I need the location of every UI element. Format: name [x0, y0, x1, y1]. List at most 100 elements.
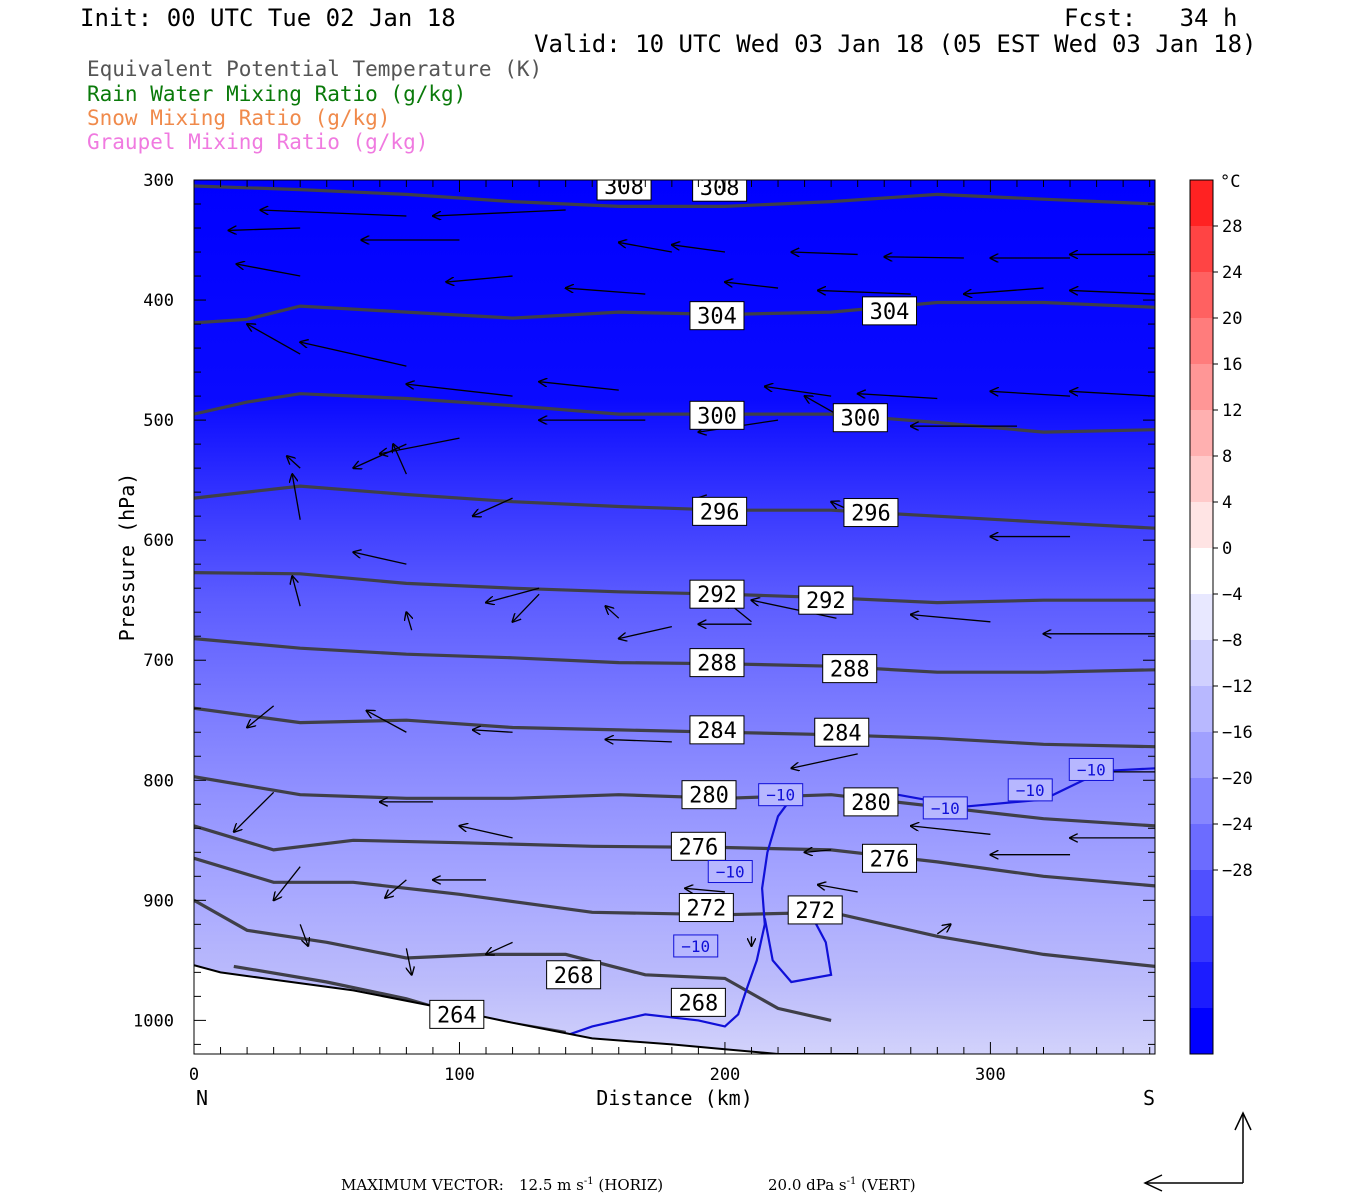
legend-snow-mixing-ratio: Snow Mixing Ratio (g/kg)	[87, 106, 391, 130]
contour-label: 272	[686, 897, 726, 922]
wind-vector	[765, 386, 832, 397]
minus-ten-isotherm	[557, 794, 795, 1040]
isotherm-label: −10	[681, 937, 710, 956]
init-time: Init: 00 UTC Tue 02 Jan 18	[80, 4, 456, 32]
legend-equivalent-potential-temperature: Equivalent Potential Temperature (K)	[87, 57, 543, 81]
forecast-hour: Fcst: 34 h	[1064, 4, 1238, 32]
wind-vector	[433, 209, 566, 216]
wind-vector	[299, 924, 308, 946]
y-tick-label: 500	[143, 411, 174, 431]
isotherm-label: −10	[1077, 760, 1106, 779]
isotherm-label: −10	[1016, 781, 1045, 800]
theta-e-contour-304	[194, 300, 1155, 325]
x-tick-label: 0	[189, 1065, 199, 1085]
wind-vector	[936, 924, 950, 935]
wind-vector	[367, 711, 407, 733]
colorbar-label: 16	[1222, 355, 1242, 375]
wind-vector	[725, 282, 779, 289]
minus-ten-isotherm-closed	[763, 911, 833, 984]
wind-vector	[539, 382, 619, 391]
wind-vector	[791, 753, 858, 768]
contour-label-box	[692, 496, 748, 526]
valid-time: Valid: 10 UTC Wed 03 Jan 18 (05 EST Wed …	[534, 30, 1257, 58]
wind-vector	[234, 791, 275, 832]
wind-vector	[406, 384, 513, 397]
contour-label-box	[862, 296, 918, 326]
wind-vector	[247, 705, 275, 728]
wind-vector	[274, 866, 301, 901]
wind-vector	[486, 941, 513, 954]
colorbar-bin	[1190, 1008, 1213, 1055]
colorbar-bin	[1190, 686, 1213, 733]
y-axis-label: Pressure (hPa)	[115, 473, 139, 642]
isotherm-label: −10	[716, 863, 745, 882]
wind-vector	[619, 242, 672, 253]
colorbar-bin	[1190, 180, 1213, 227]
y-tick-label: 700	[143, 651, 174, 671]
contour-label-box	[787, 895, 843, 925]
contour-label-box	[689, 301, 745, 331]
wind-vector	[292, 576, 301, 607]
wind-vectors	[229, 210, 1155, 975]
theta-e-contour-288	[194, 637, 1155, 674]
contour-label: 308	[700, 176, 740, 201]
temperature-shading	[194, 180, 1155, 1054]
wind-vector	[385, 879, 407, 898]
contour-label: 296	[700, 500, 740, 525]
contour-label-box	[670, 987, 726, 1017]
wind-vector	[406, 948, 411, 974]
y-tick-label: 1000	[133, 1011, 174, 1031]
wind-vector	[473, 730, 513, 732]
contour-label: 268	[679, 991, 719, 1016]
wind-vector	[818, 290, 911, 294]
colorbar-frame	[1189, 179, 1214, 1055]
contour-label: 288	[830, 658, 870, 683]
contour-label-box	[689, 400, 745, 430]
contour-label-box	[822, 654, 878, 684]
contour-label: 304	[697, 305, 737, 330]
max-vector-label: MAXIMUM VECTOR:	[341, 1176, 504, 1194]
wind-vector	[1070, 290, 1155, 294]
colorbar-bin	[1190, 548, 1213, 595]
contour-label: 300	[840, 407, 880, 432]
wind-vector	[406, 612, 411, 631]
contour-label: 280	[689, 784, 729, 809]
max-vector-horizontal: 12.5 m s-1 (HORIZ)	[519, 1176, 664, 1194]
wind-vector	[247, 324, 301, 355]
colorbar-label: 0	[1222, 539, 1232, 559]
colorbar-bin	[1190, 272, 1213, 319]
colorbar-bin	[1190, 640, 1213, 687]
colorbar-label: −12	[1222, 677, 1253, 697]
contour-label-box	[843, 498, 899, 528]
theta-e-contour-276	[194, 824, 1155, 888]
colorbar-bin	[1190, 732, 1213, 779]
contour-label: 292	[806, 589, 846, 614]
isotherm-label: −10	[931, 799, 960, 818]
contour-label-box	[862, 843, 918, 873]
isotherm-label-box	[673, 934, 719, 958]
isotherm-label-box	[758, 783, 804, 807]
colorbar-bin	[1190, 916, 1213, 963]
contour-label-box	[689, 648, 745, 678]
colorbar-bin	[1190, 870, 1213, 917]
colorbar-bin	[1190, 456, 1213, 503]
colorbar-label: −28	[1222, 861, 1253, 881]
colorbar-bin	[1190, 364, 1213, 411]
colorbar-bin	[1190, 410, 1213, 457]
contour-label-box	[681, 780, 737, 810]
isotherm-label: −10	[766, 786, 795, 805]
wind-vector	[911, 615, 991, 623]
contour-label-box	[843, 787, 899, 817]
wind-vector	[884, 257, 964, 258]
y-tick-label: 400	[143, 291, 174, 311]
wind-vector	[229, 228, 301, 230]
legend-graupel-mixing-ratio: Graupel Mixing Ratio (g/kg)	[87, 130, 429, 154]
wind-vector	[236, 264, 301, 277]
x-axis-label: Distance (km)	[596, 1086, 753, 1110]
x-end-label-south: S	[1143, 1086, 1155, 1110]
wind-vector	[751, 600, 837, 619]
terrain-outline	[194, 964, 858, 1054]
contour-label: 304	[870, 300, 910, 325]
wind-vector	[672, 245, 726, 253]
